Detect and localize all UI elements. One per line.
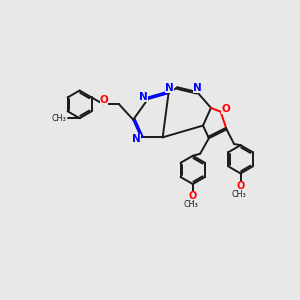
Text: O: O <box>236 181 245 191</box>
Text: O: O <box>189 191 197 201</box>
Text: N: N <box>140 92 148 102</box>
Text: CH₃: CH₃ <box>184 200 199 209</box>
Text: CH₃: CH₃ <box>232 190 247 199</box>
Text: N: N <box>193 82 202 93</box>
Text: O: O <box>100 95 108 105</box>
Text: CH₃: CH₃ <box>52 114 66 123</box>
Text: N: N <box>165 83 173 94</box>
Text: N: N <box>132 134 141 143</box>
Text: O: O <box>221 104 230 114</box>
